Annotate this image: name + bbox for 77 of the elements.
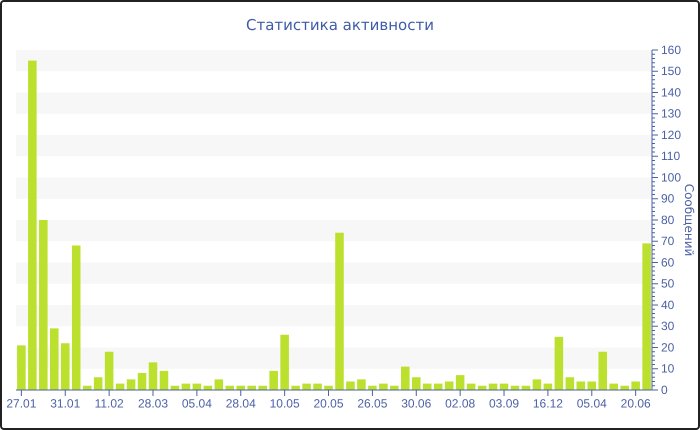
x-tick-label: 28.04 — [226, 396, 256, 411]
bar — [346, 382, 355, 390]
bar — [280, 334, 289, 390]
bar — [192, 384, 202, 390]
bar — [335, 232, 344, 390]
bar — [148, 362, 158, 390]
bar — [214, 379, 224, 390]
bar — [357, 379, 366, 390]
x-tick-label: 26.05 — [357, 396, 388, 411]
y-tick-label: 140 — [661, 85, 682, 100]
bar — [60, 343, 70, 390]
bar — [466, 384, 476, 390]
x-tick-label: 10.05 — [270, 396, 300, 411]
bar — [422, 384, 432, 390]
bar — [609, 384, 618, 390]
x-tick-label: 02.08 — [445, 396, 476, 411]
y-tick-label: 10 — [661, 362, 675, 376]
bar — [116, 384, 124, 390]
bar — [412, 377, 421, 390]
bar — [104, 352, 114, 390]
x-tick-label: 20.06 — [620, 396, 651, 411]
x-tick-label: 11.02 — [94, 396, 124, 411]
bar — [598, 352, 608, 390]
y-tick-label: 120 — [661, 128, 682, 142]
x-tick-label: 05.04 — [576, 396, 608, 411]
x-tick-label: 20.05 — [314, 396, 344, 411]
x-tick-label: 28.03 — [138, 396, 168, 411]
bar — [642, 243, 651, 390]
bar — [313, 384, 322, 390]
bar — [17, 345, 26, 390]
y-tick-label: 60 — [661, 255, 675, 270]
y-tick-label: 50 — [661, 276, 675, 291]
x-tick-label: 31.01 — [50, 396, 81, 411]
y-tick-label: 40 — [661, 298, 675, 312]
x-tick-label: 16.12 — [532, 396, 564, 411]
y-tick-label: 20 — [661, 340, 675, 354]
bar — [39, 220, 48, 390]
chart-title: Статистика активности — [246, 16, 434, 34]
y-tick-label: 70 — [661, 234, 675, 248]
bar — [588, 382, 596, 390]
bar — [126, 379, 136, 390]
bar — [138, 373, 146, 390]
bar — [94, 377, 102, 390]
y-tick-label: 100 — [661, 170, 682, 184]
y-tick-label: 110 — [661, 149, 680, 164]
bar — [554, 336, 564, 390]
bar — [434, 384, 442, 390]
bar — [160, 370, 168, 390]
bar — [50, 328, 59, 390]
y-tick-label: 80 — [661, 212, 675, 227]
y-tick-label: 0 — [661, 382, 668, 397]
bar — [269, 370, 278, 390]
x-tick-label: 30.06 — [401, 396, 432, 411]
bar — [500, 384, 508, 390]
bar — [28, 60, 37, 390]
bar — [488, 384, 498, 390]
bar — [566, 377, 574, 390]
x-tick-label: 05.04 — [182, 396, 212, 411]
bar — [379, 384, 388, 390]
bar — [456, 375, 464, 390]
bar — [72, 246, 80, 390]
x-tick-label: 27.01 — [6, 396, 37, 411]
y-tick-label: 150 — [661, 64, 682, 78]
bar — [444, 382, 454, 390]
y-tick-label: 30 — [661, 319, 675, 334]
bar — [631, 382, 640, 390]
y-tick-label: 160 — [661, 42, 682, 57]
x-tick-label: 03.09 — [489, 396, 520, 411]
bar — [532, 379, 542, 390]
y-axis-title: Сообщений — [682, 184, 696, 256]
bar — [182, 384, 190, 390]
bar — [302, 384, 311, 390]
bar — [544, 384, 552, 390]
bar — [401, 366, 410, 390]
y-tick-label: 130 — [661, 106, 682, 121]
y-tick-label: 90 — [661, 192, 675, 206]
bar — [576, 382, 586, 390]
